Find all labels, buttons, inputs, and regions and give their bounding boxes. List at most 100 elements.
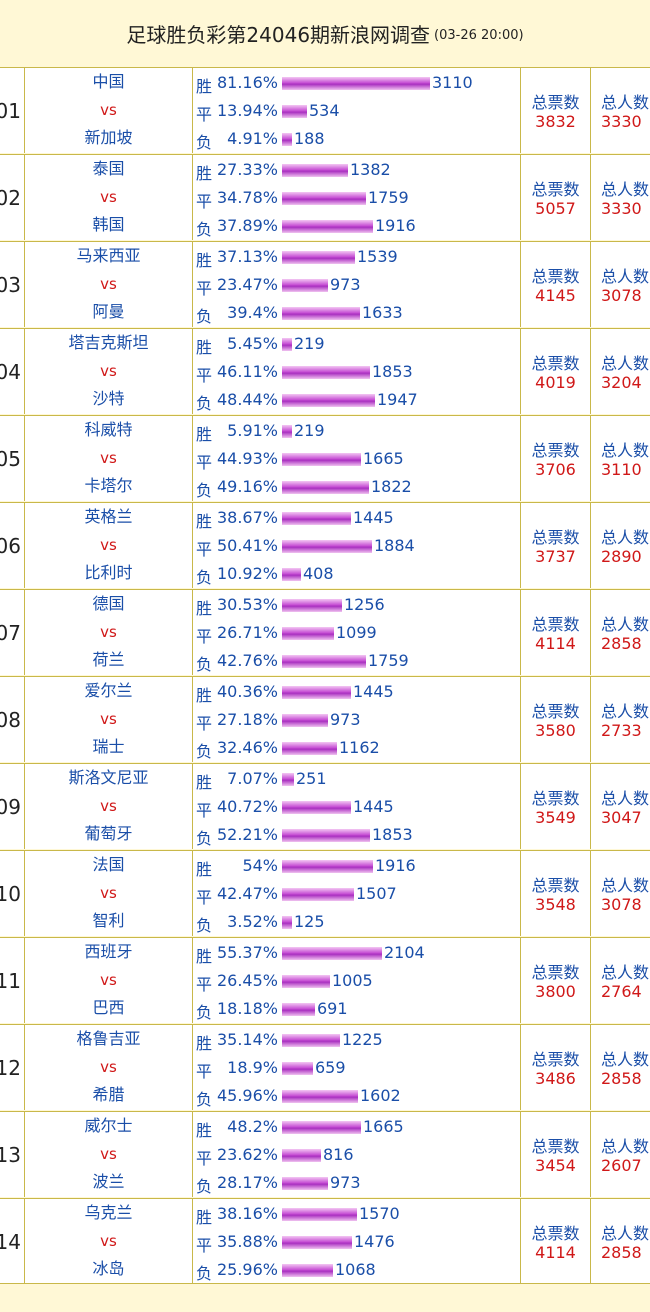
total-votes-label: 总票数 [531,702,580,721]
stat-line-draw: 平 50.41% 1884 [193,535,520,559]
match-number: 07 [0,620,21,645]
total-votes-value: 5057 [535,199,576,218]
stat-line-lose: 负 32.46% 1162 [193,737,520,761]
result-label: 胜 [196,425,213,444]
stat-line-draw: 平 44.93% 1665 [193,448,520,472]
stat-line-lose: 负 52.21% 1853 [193,824,520,848]
table-row: 03 马来西亚 vs 阿曼 胜 37.13% 1539 平 23.47% 973 负 39.4% 163… [0,241,650,327]
stats-cell: 胜 81.16% 3110 平 13.94% 534 负 4.91% 188 [193,68,521,153]
result-percent: 10.92% [216,564,278,583]
teams-cell: 格鲁吉亚 vs 希腊 [25,1025,193,1110]
result-bar [282,714,328,727]
result-percent: 23.47% [216,275,278,294]
total-people-label: 总人数 [601,963,650,982]
result-label: 负 [196,481,213,500]
result-count: 1602 [360,1086,401,1105]
match-number-cell: 06 [0,503,25,588]
result-label: 胜 [196,1034,213,1053]
table-row: 06 英格兰 vs 比利时 胜 38.67% 1445 平 50.41% 1884 负 10.92% 4… [0,502,650,588]
result-percent: 37.89% [216,216,278,235]
stat-line-win: 胜 7.07% 251 [193,768,520,792]
match-number-cell: 11 [0,938,25,1023]
result-bar [282,105,307,118]
result-percent: 25.96% [216,1260,278,1279]
result-label: 平 [196,105,213,124]
result-percent: 18.9% [227,1058,278,1077]
total-votes-value: 3548 [535,895,576,914]
away-team: 冰岛 [92,1259,125,1278]
total-votes-label: 总票数 [531,441,580,460]
result-count: 1539 [357,247,398,266]
result-label: 负 [196,916,213,935]
result-percent: 3.52% [227,912,278,931]
total-votes-cell: 总票数 4114 [521,590,591,675]
away-team: 巴西 [92,998,125,1017]
stat-line-draw: 平 35.88% 1476 [193,1231,520,1255]
result-bar [282,742,337,755]
home-team: 斯洛文尼亚 [68,768,149,787]
stats-cell: 胜 40.36% 1445 平 27.18% 973 负 32.46% 1162 [193,677,521,762]
total-votes-label: 总票数 [531,876,580,895]
result-percent: 34.78% [216,188,278,207]
result-bar [282,512,351,525]
home-team: 泰国 [92,159,125,178]
result-label: 胜 [196,338,213,357]
result-label: 胜 [196,686,213,705]
result-percent: 4.91% [227,129,278,148]
match-number-cell: 14 [0,1199,25,1284]
total-people-label: 总人数 [601,180,650,199]
teams-cell: 爱尔兰 vs 瑞士 [25,677,193,762]
stat-line-win: 胜 30.53% 1256 [193,594,520,618]
table-row: 14 乌克兰 vs 冰岛 胜 38.16% 1570 平 35.88% 1476 负 25.96% 10… [0,1198,650,1284]
total-people-cell: 总人数 3110 [591,416,650,501]
total-people-value: 3204 [601,373,642,392]
result-count: 1005 [332,971,373,990]
vs-label: vs [100,362,117,380]
result-bar [282,1264,333,1277]
result-bar [282,916,292,929]
total-people-label: 总人数 [601,93,650,112]
result-count: 251 [296,769,327,788]
result-percent: 30.53% [216,595,278,614]
result-percent: 55.37% [216,943,278,962]
teams-cell: 泰国 vs 韩国 [25,155,193,240]
total-votes-label: 总票数 [531,93,580,112]
stat-line-win: 胜 40.36% 1445 [193,681,520,705]
stat-line-win: 胜 55.37% 2104 [193,942,520,966]
result-bar [282,860,373,873]
result-bar [282,394,375,407]
result-percent: 13.94% [216,101,278,120]
result-bar [282,540,372,553]
away-team: 希腊 [92,1085,125,1104]
stat-line-draw: 平 18.9% 659 [193,1057,520,1081]
vs-label: vs [100,623,117,641]
total-votes-cell: 总票数 3706 [521,416,591,501]
result-label: 负 [196,1003,213,1022]
match-number: 11 [0,968,21,993]
home-team: 乌克兰 [84,1203,133,1222]
stat-line-win: 胜 35.14% 1225 [193,1029,520,1053]
result-percent: 44.93% [216,449,278,468]
table-row: 12 格鲁吉亚 vs 希腊 胜 35.14% 1225 平 18.9% 659 负 45.96% 160… [0,1024,650,1110]
vs-label: vs [100,710,117,728]
stats-cell: 胜 54% 1916 平 42.47% 1507 负 3.52% 125 [193,851,521,936]
stats-cell: 胜 55.37% 2104 平 26.45% 1005 负 18.18% 691 [193,938,521,1023]
total-people-value: 2764 [601,982,642,1001]
result-percent: 5.45% [227,334,278,353]
result-bar [282,338,292,351]
stat-line-lose: 负 49.16% 1822 [193,476,520,500]
total-people-value: 3330 [601,199,642,218]
stats-cell: 胜 38.67% 1445 平 50.41% 1884 负 10.92% 408 [193,503,521,588]
stat-line-lose: 负 48.44% 1947 [193,389,520,413]
result-count: 2104 [384,943,425,962]
result-label: 平 [196,1236,213,1255]
vs-label: vs [100,1145,117,1163]
home-team: 塔吉克斯坦 [68,333,149,352]
total-votes-value: 3737 [535,547,576,566]
total-people-label: 总人数 [601,1050,650,1069]
result-label: 胜 [196,947,213,966]
stat-line-draw: 平 23.62% 816 [193,1144,520,1168]
stat-line-draw: 平 23.47% 973 [193,274,520,298]
total-people-label: 总人数 [601,1137,650,1156]
match-number-cell: 09 [0,764,25,849]
